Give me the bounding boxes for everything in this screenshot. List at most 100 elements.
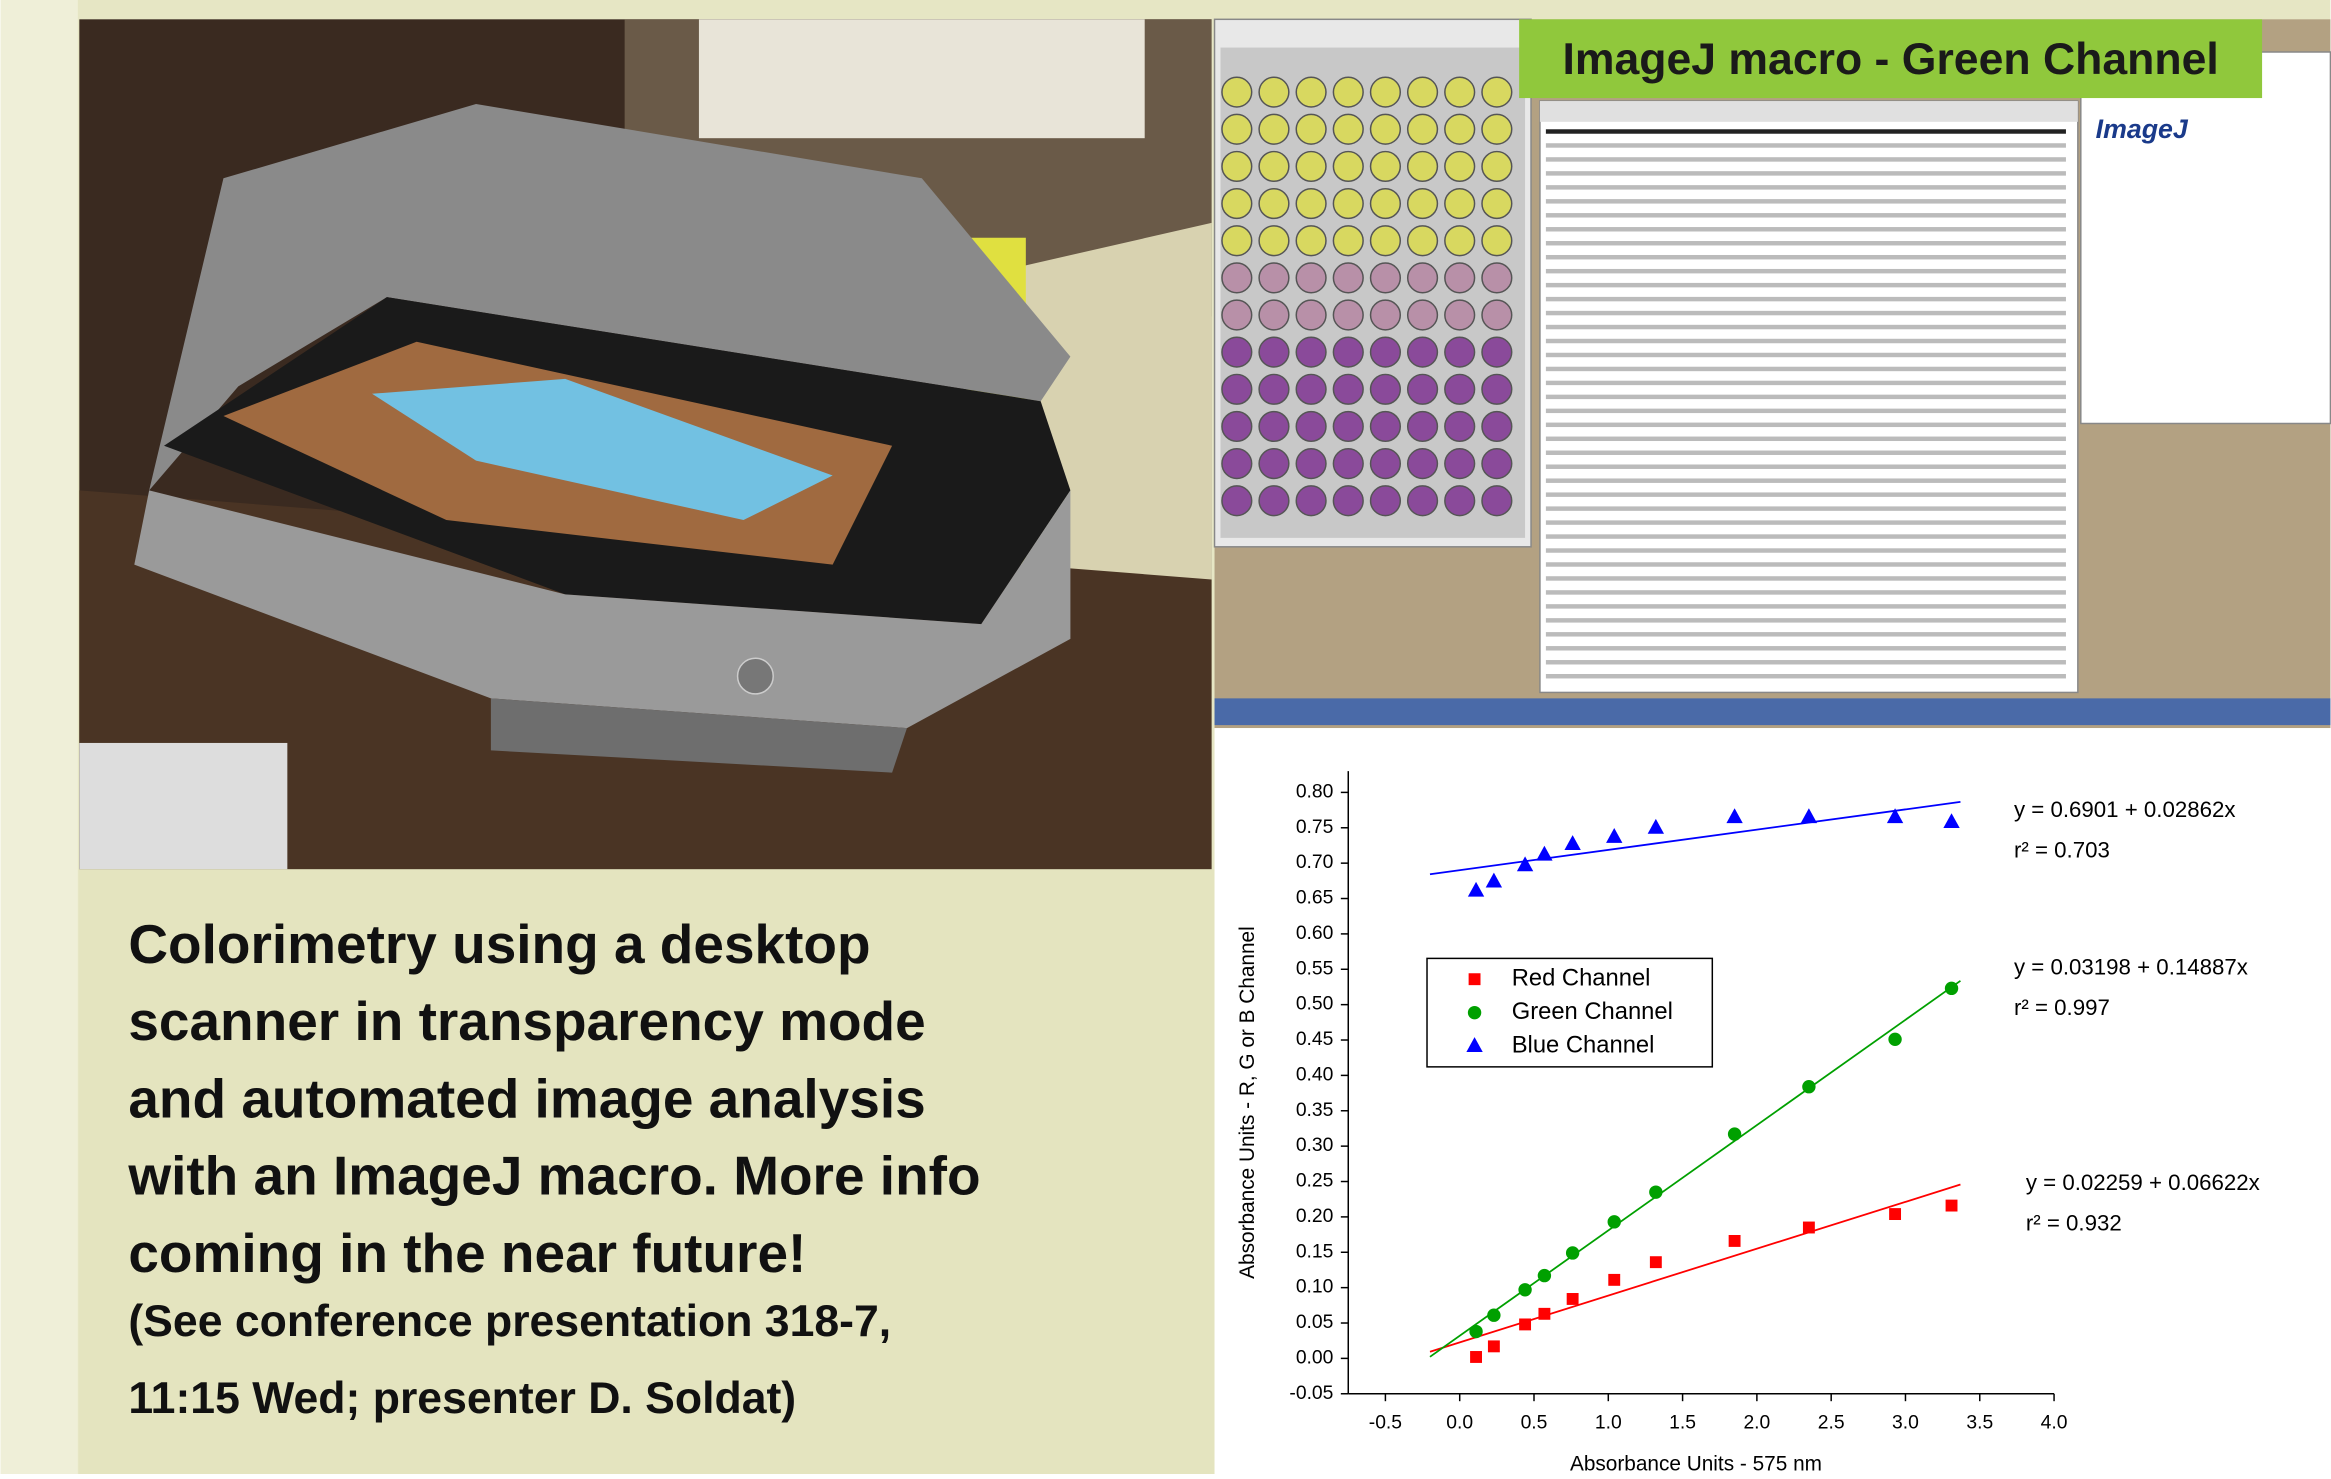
table-row (1546, 548, 2066, 552)
well (1445, 412, 1475, 442)
well (1445, 449, 1475, 479)
point (1728, 1127, 1741, 1140)
well (1482, 152, 1512, 182)
y-tick-label: 0.00 (1296, 1347, 1334, 1368)
well (1222, 152, 1252, 182)
x-tick-label: 0.5 (1521, 1413, 1548, 1434)
well (1222, 486, 1252, 516)
table-row (1546, 311, 2066, 315)
banner: ImageJ macro - Green Channel (1562, 35, 2218, 84)
point (1945, 982, 1958, 995)
caption-line: and automated image analysis (128, 1067, 925, 1129)
well (1408, 263, 1438, 293)
well (1296, 77, 1326, 107)
well (1296, 486, 1326, 516)
table-row (1546, 381, 2066, 385)
well (1482, 189, 1512, 219)
table-row (1546, 297, 2066, 301)
table-row (1546, 646, 2066, 650)
y-tick-label: 0.05 (1296, 1312, 1334, 1333)
note-line: (See conference presentation 318-7, (128, 1297, 891, 1346)
well (1408, 300, 1438, 330)
table-row (1546, 451, 2066, 455)
table-row (1546, 590, 2066, 594)
x-tick-label: 1.5 (1669, 1413, 1696, 1434)
table-row (1546, 213, 2066, 217)
well (1408, 152, 1438, 182)
well (1333, 114, 1363, 144)
table-row (1546, 618, 2066, 622)
well (1371, 77, 1401, 107)
well (1296, 449, 1326, 479)
table-row (1546, 143, 2066, 147)
well (1259, 449, 1289, 479)
legend-label: Red Channel (1512, 964, 1651, 991)
y-tick-label: -0.05 (1289, 1383, 1333, 1404)
table-row (1546, 478, 2066, 482)
equation: y = 0.03198 + 0.14887x (2014, 955, 2248, 980)
well (1333, 189, 1363, 219)
well (1222, 337, 1252, 367)
well (1296, 114, 1326, 144)
table-row (1546, 171, 2066, 175)
well (1222, 77, 1252, 107)
well (1371, 226, 1401, 256)
x-tick-label: 2.5 (1818, 1413, 1845, 1434)
y-tick-label: 0.60 (1296, 923, 1334, 944)
imagej-logo: ImageJ (2096, 114, 2189, 144)
table-row (1546, 604, 2066, 608)
x-axis-title: Absorbance Units - 575 nm (1570, 1453, 1822, 1474)
well (1445, 374, 1475, 404)
well (1371, 114, 1401, 144)
table-row (1546, 157, 2066, 161)
well (1296, 374, 1326, 404)
well (1445, 337, 1475, 367)
y-tick-label: 0.75 (1296, 817, 1334, 838)
table-row (1546, 241, 2066, 245)
table-row (1546, 674, 2066, 678)
well (1408, 226, 1438, 256)
well (1445, 114, 1475, 144)
x-tick-label: 1.0 (1595, 1413, 1622, 1434)
well (1259, 77, 1289, 107)
well (1222, 374, 1252, 404)
y-tick-label: 0.35 (1296, 1100, 1334, 1121)
table-row (1546, 423, 2066, 427)
y-tick-label: 0.65 (1296, 888, 1334, 909)
well (1371, 486, 1401, 516)
y-tick-label: 0.15 (1296, 1241, 1334, 1262)
table-row (1546, 129, 2066, 133)
well (1371, 337, 1401, 367)
well (1259, 374, 1289, 404)
r-squared: r² = 0.703 (2014, 837, 2110, 862)
well (1333, 486, 1363, 516)
table-row (1546, 199, 2066, 203)
r-squared: r² = 0.997 (2014, 995, 2110, 1020)
point (1888, 1033, 1901, 1046)
table-row (1546, 562, 2066, 566)
y-tick-label: 0.40 (1296, 1064, 1334, 1085)
well (1482, 337, 1512, 367)
table-row (1546, 632, 2066, 636)
point (1469, 1325, 1482, 1338)
well (1482, 374, 1512, 404)
well (1371, 189, 1401, 219)
legend-label: Blue Channel (1512, 1031, 1655, 1058)
point (1487, 1309, 1500, 1322)
well (1371, 412, 1401, 442)
caption-line: scanner in transparency mode (128, 990, 925, 1052)
slide: Colorimetry using a desktopscanner in tr… (0, 0, 2331, 1474)
well (1445, 300, 1475, 330)
well (1482, 486, 1512, 516)
point (1889, 1208, 1901, 1220)
well (1333, 300, 1363, 330)
well (1222, 300, 1252, 330)
well (1333, 449, 1363, 479)
well (1222, 226, 1252, 256)
well (1482, 263, 1512, 293)
table-row (1546, 325, 2066, 329)
well (1445, 263, 1475, 293)
table-row (1546, 660, 2066, 664)
point (1567, 1293, 1579, 1305)
point (1519, 1318, 1531, 1330)
